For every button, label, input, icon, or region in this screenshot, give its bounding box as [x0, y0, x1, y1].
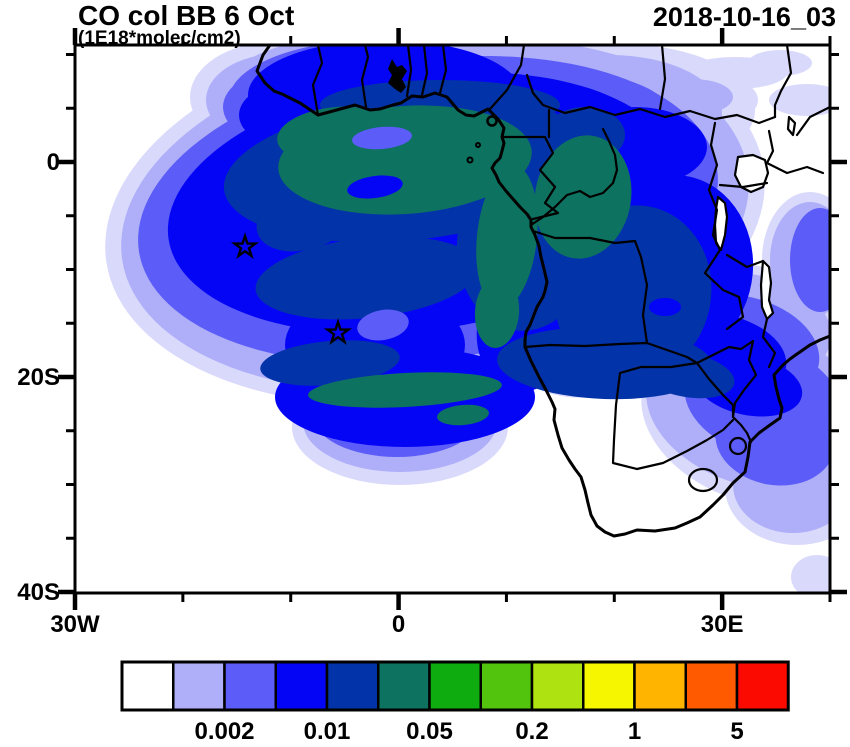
colorbar-tick-label: 0.2: [515, 718, 548, 745]
contour-layer-teal: [277, 105, 632, 426]
colorbar-tick-label: 0.002: [194, 718, 254, 745]
plot-title: CO col BB 6 Oct: [78, 0, 294, 31]
axis-ticks: [58, 28, 847, 610]
colorbar-tick-label: 0.01: [304, 718, 351, 745]
colorbar-cell: [479, 660, 534, 712]
x-axis-tick-label: 30E: [701, 611, 744, 638]
map-plot-area: [75, 45, 830, 593]
plot-frame: [73, 43, 832, 595]
lakes: [388, 59, 797, 321]
lake-malawi: [759, 259, 775, 321]
border-lesotho: [687, 467, 719, 493]
colorbar-cell: [428, 660, 482, 712]
star-marker-1: [230, 232, 260, 260]
star-markers: [230, 232, 353, 346]
plot-timestamp: 2018-10-16_03: [653, 2, 836, 32]
star-marker-2: [323, 318, 353, 346]
colorbar-cell: [582, 660, 636, 712]
colorbar-cell: [274, 660, 329, 712]
y-axis-tick-label: 0: [47, 149, 60, 176]
colorbar-tick-label: 0.05: [406, 718, 453, 745]
colorbar-cell: [120, 660, 175, 712]
colorbar-tick-label: 1: [628, 718, 641, 745]
border-eswatini: [728, 436, 748, 456]
colorbar-cell: [377, 660, 431, 712]
coastline-africa: [255, 45, 830, 538]
contour-pockets: [347, 126, 681, 341]
colorbar-cell: [684, 660, 739, 712]
lake-volta: [388, 59, 407, 93]
colorbar-outline: [120, 660, 790, 712]
colorbar-tick-label: 5: [730, 718, 743, 745]
country-borders: [311, 45, 830, 493]
colorbar-cell: [633, 660, 687, 712]
x-axis-tick-label: 30W: [50, 611, 100, 638]
lake-turkana: [786, 115, 797, 137]
colorbar-cell: [223, 660, 277, 712]
plot-units-label: (1E18*molec/cm2): [78, 28, 241, 49]
y-axis-tick-label: 20S: [17, 364, 60, 391]
colorbar-cell: [172, 660, 226, 712]
colorbar: 0.002 0.01 0.05 0.2 1 5: [120, 660, 790, 745]
colorbar-cell: [530, 660, 585, 712]
lake-victoria: [733, 153, 770, 194]
y-axis-tick-label: 40S: [17, 579, 60, 606]
colorbar-cell: [325, 660, 380, 712]
colorbar-cell: [735, 660, 790, 712]
axis-tick-labels: 30W 0 30E 0 20S 40S: [17, 149, 743, 638]
x-axis-tick-label: 0: [392, 611, 405, 638]
